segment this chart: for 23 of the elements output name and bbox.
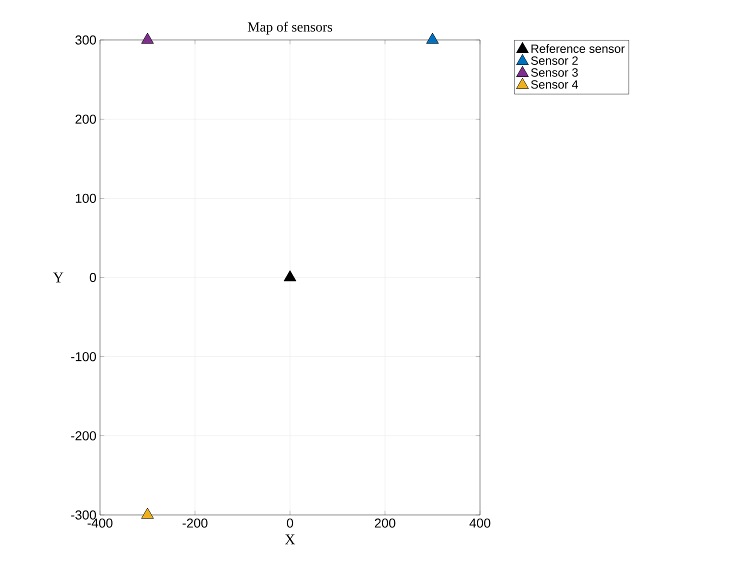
y-axis-title: Y xyxy=(53,272,64,282)
y-tick-label: -100 xyxy=(71,352,96,362)
y-tick-label: 0 xyxy=(90,272,96,282)
legend-label: Reference sensor xyxy=(532,44,625,53)
y-tick-label: 300 xyxy=(75,35,96,45)
chart-title: Map of sensors xyxy=(248,22,332,34)
y-tick-label: -300 xyxy=(71,510,96,520)
legend-label: Sensor 4 xyxy=(531,80,578,89)
y-tick-label: 100 xyxy=(76,194,96,203)
x-tick-label: -400 xyxy=(88,518,112,528)
x-tick-label: 400 xyxy=(469,518,490,528)
point xyxy=(284,270,296,282)
point xyxy=(426,32,439,44)
point xyxy=(141,508,154,519)
legend-label: Sensor 2 xyxy=(531,56,578,65)
x-axis-title: X xyxy=(284,534,296,544)
x-tick-label: 0 xyxy=(286,518,294,528)
legend-label: Sensor 3 xyxy=(531,68,578,77)
x-tick-label: 200 xyxy=(374,518,396,528)
y-tick-label: 200 xyxy=(76,114,96,124)
x-tick-label: -200 xyxy=(182,518,208,528)
point xyxy=(141,32,154,44)
y-tick-label: -200 xyxy=(71,431,96,440)
